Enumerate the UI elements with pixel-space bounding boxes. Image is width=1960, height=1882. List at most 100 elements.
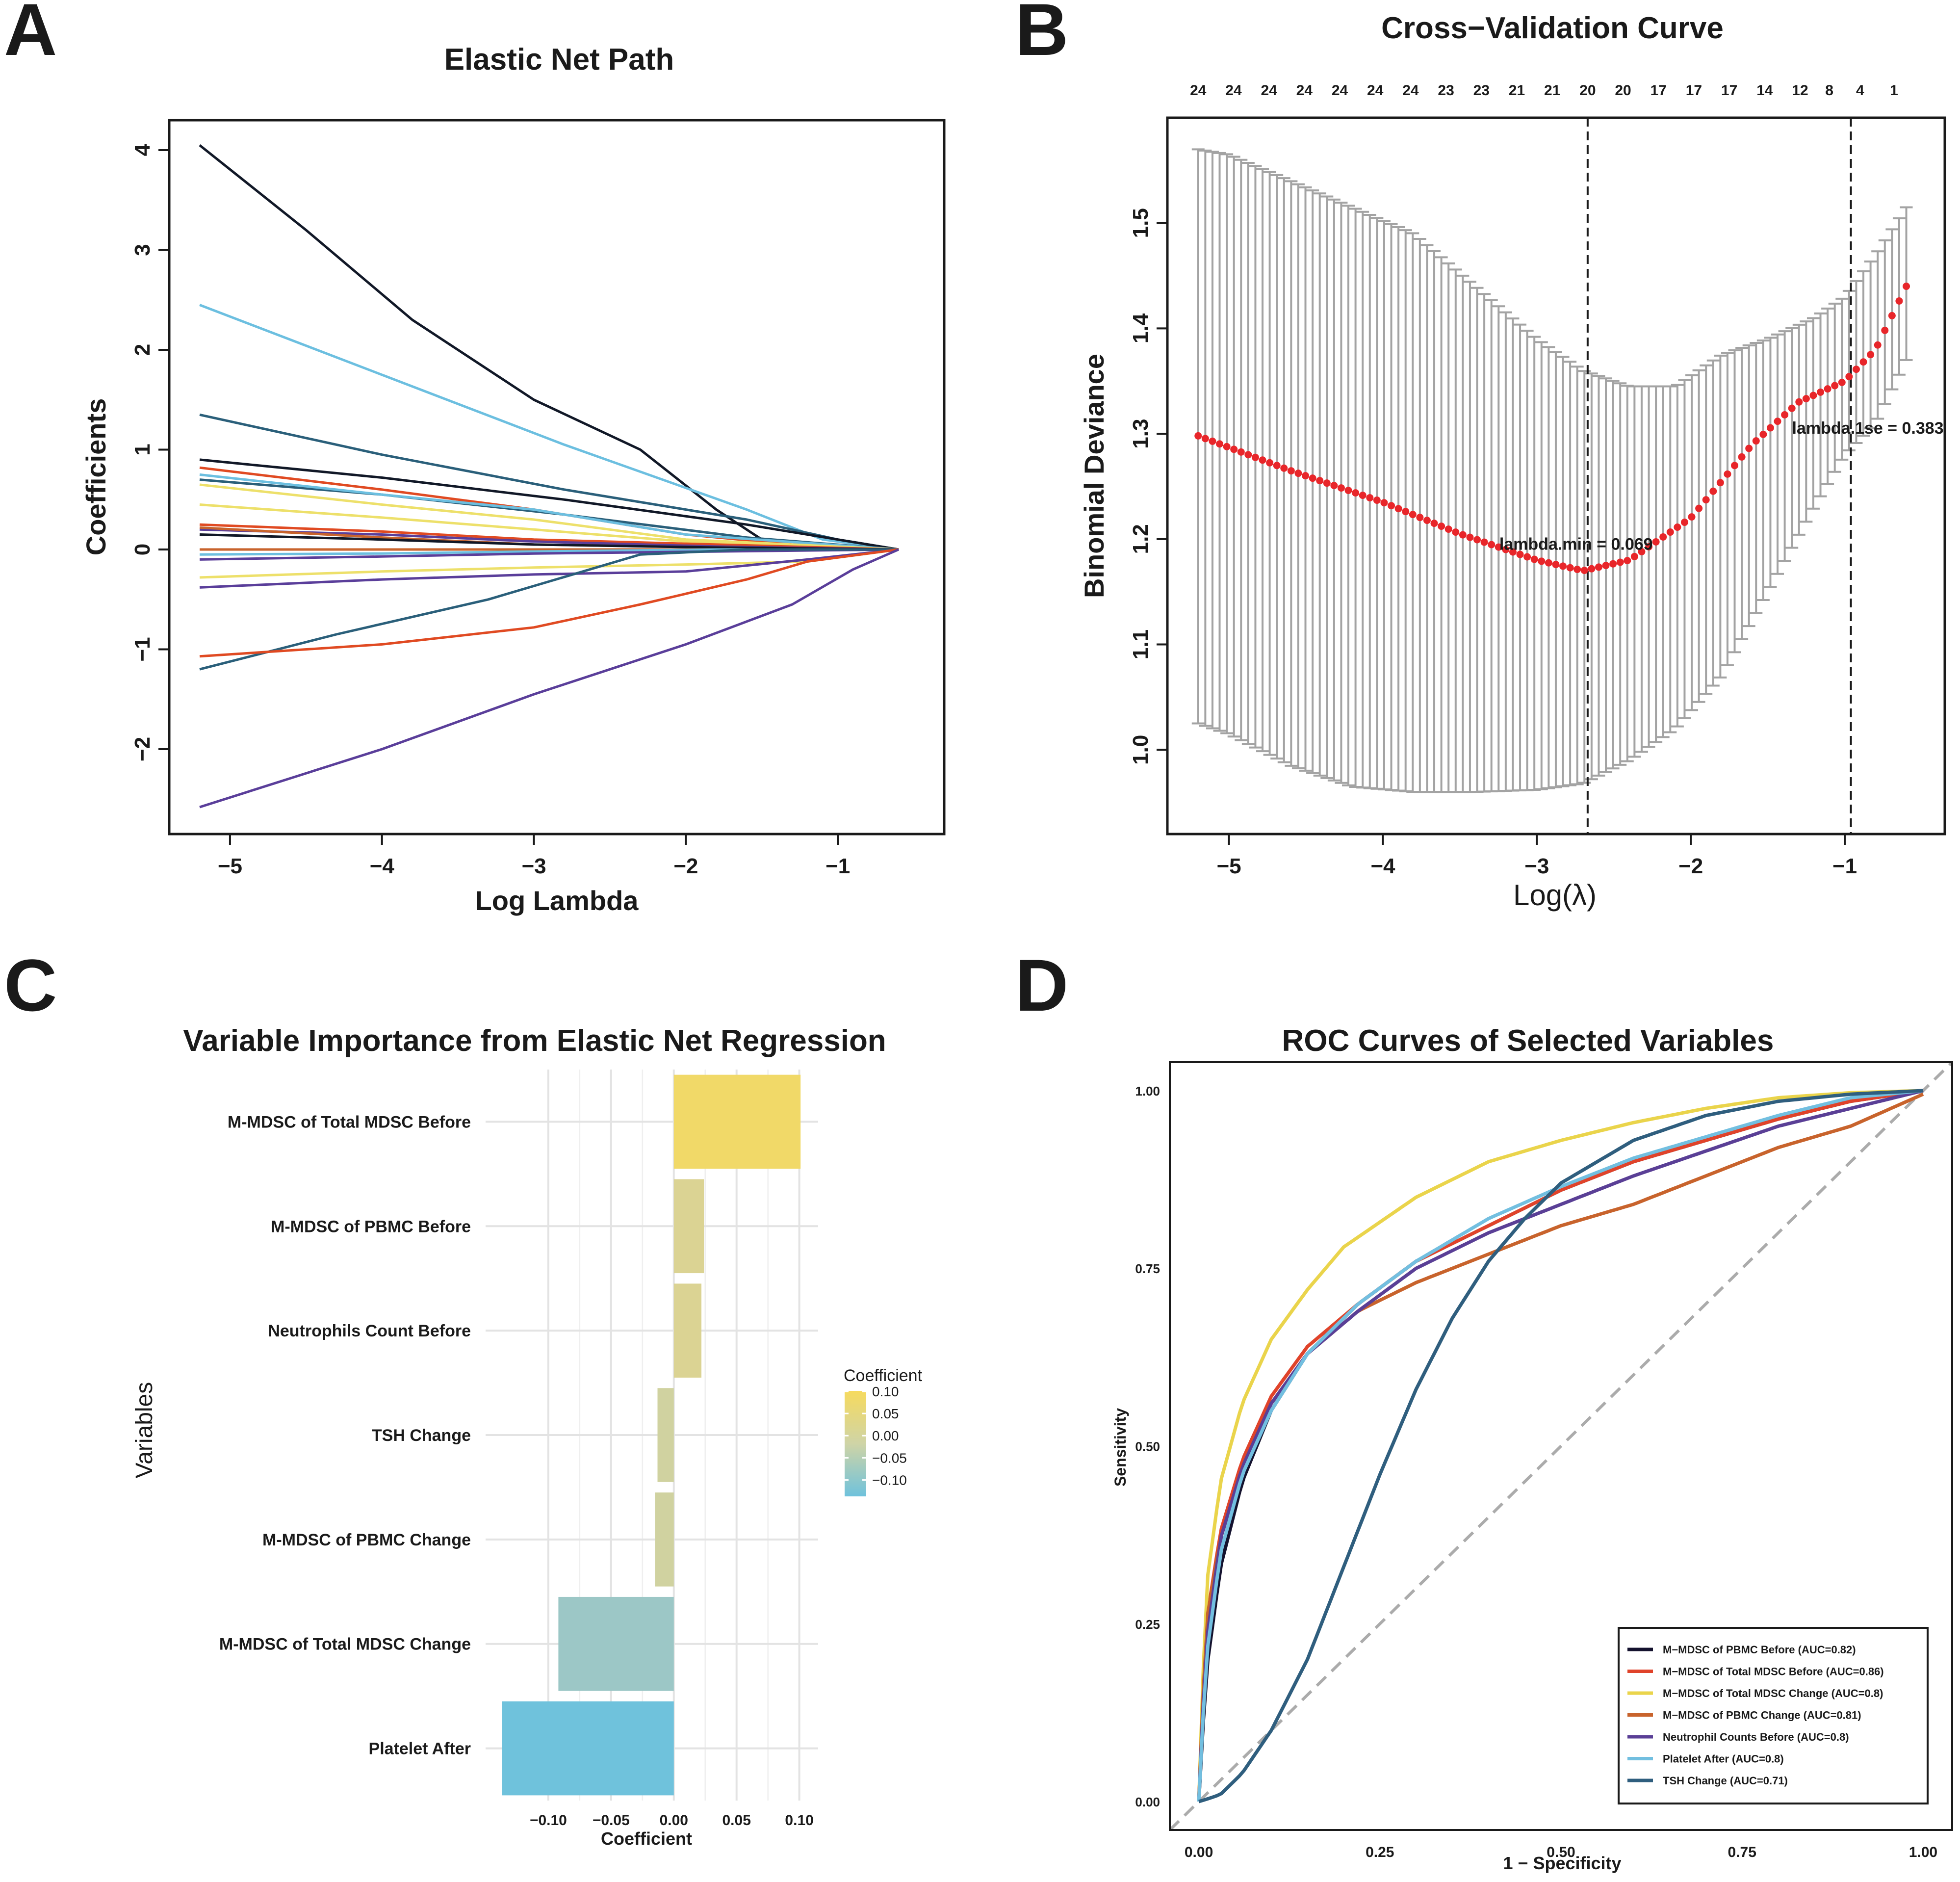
mean-point — [1709, 487, 1717, 495]
bars-c — [502, 1074, 801, 1796]
mean-point — [1473, 536, 1481, 544]
mean-point — [1452, 528, 1460, 536]
mean-point — [1373, 497, 1381, 504]
y-tick-label: 0.75 — [1135, 1261, 1160, 1276]
mean-point — [1752, 437, 1760, 445]
mean-point — [1530, 555, 1538, 563]
mean-point — [1888, 312, 1896, 319]
coefficient-path — [199, 548, 899, 658]
x-axis-b: −5 −4 −3 −2 −1 — [1216, 834, 1857, 878]
mean-point — [1609, 560, 1617, 568]
mean-point — [1194, 432, 1202, 440]
mean-point — [1630, 552, 1638, 560]
mean-point — [1416, 514, 1424, 522]
y-tick-label: 1.00 — [1135, 1084, 1160, 1098]
mean-point — [1716, 479, 1724, 487]
mean-point — [1838, 378, 1846, 386]
x-tick-label: −4 — [370, 854, 395, 878]
legend-title-c: Coefficient — [844, 1366, 923, 1385]
mean-point — [1409, 511, 1417, 519]
y-tick-label: 4 — [130, 144, 155, 156]
mean-point — [1259, 456, 1266, 464]
roc-plot — [1168, 1061, 1954, 1831]
mean-point — [1759, 430, 1767, 438]
coefficient-path — [199, 473, 899, 551]
mean-point — [1795, 398, 1803, 406]
mean-point — [1802, 395, 1810, 403]
panel-a: A Elastic Net Path −5 −4 −3 −2 −1 −2−101234 … — [4, 0, 946, 916]
mean-point — [1352, 489, 1360, 497]
mean-point — [1638, 548, 1646, 555]
mean-point — [1881, 326, 1889, 334]
mean-point — [1280, 464, 1288, 472]
legend-box-d — [1618, 1627, 1929, 1804]
mean-point — [1459, 531, 1467, 539]
mean-point — [1874, 341, 1882, 349]
mean-point — [1287, 467, 1295, 475]
mean-point — [1488, 541, 1496, 549]
mean-point — [1731, 462, 1739, 470]
mean-point — [1480, 538, 1488, 546]
mean-point — [1852, 366, 1860, 373]
mean-point — [1394, 505, 1402, 513]
legend-label: TSH Change (AUC=0.71) — [1663, 1775, 1788, 1787]
chart-title-a: Elastic Net Path — [444, 43, 674, 77]
x-tick-label: −3 — [1524, 854, 1549, 878]
category-label: M-MDSC of PBMC Before — [271, 1217, 471, 1236]
category-labels-c: M-MDSC of Total MDSC Before M-MDSC of PBM… — [219, 1113, 471, 1758]
y-axis-b: 1.0 1.1 1.2 1.3 1.4 1.5 — [1129, 208, 1167, 765]
coefficient-paths — [199, 144, 900, 809]
mean-point — [1602, 562, 1610, 570]
top-axis-count: 24 — [1296, 82, 1313, 99]
y-tick-label: 1.5 — [1129, 208, 1153, 238]
y-tick-label: 0.25 — [1135, 1617, 1160, 1632]
panel-letter-b: B — [1015, 0, 1068, 71]
coefficient-path — [199, 548, 899, 589]
mean-point — [1237, 448, 1245, 456]
top-axis-count: 24 — [1332, 82, 1348, 99]
mean-point — [1566, 564, 1574, 572]
top-axis-count: 24 — [1190, 82, 1207, 99]
x-tick-label: −0.10 — [530, 1812, 567, 1829]
mean-point — [1366, 494, 1374, 502]
panel-letter-a: A — [4, 0, 57, 71]
legend-tick-label: −0.05 — [872, 1450, 907, 1465]
x-tick-label: 1.00 — [1909, 1844, 1937, 1860]
top-axis-count: 4 — [1856, 82, 1864, 99]
mean-point — [1652, 538, 1660, 546]
x-tick-label: −2 — [673, 854, 698, 878]
top-axis-count: 14 — [1756, 82, 1773, 99]
y-tick-label: 1.3 — [1129, 419, 1153, 449]
x-axis-label-b: Log(λ) — [1513, 879, 1597, 912]
top-axis-count: 17 — [1721, 82, 1737, 99]
top-axis-count: 12 — [1792, 82, 1808, 99]
mean-point — [1330, 482, 1338, 490]
mean-point — [1466, 533, 1474, 541]
category-label: M-MDSC of PBMC Change — [262, 1531, 471, 1549]
mean-point — [1344, 487, 1352, 495]
chart-title-b: Cross−Validation Curve — [1381, 11, 1724, 45]
y-tick-label: 1.1 — [1129, 629, 1153, 659]
top-axis-count: 24 — [1367, 82, 1384, 99]
x-tick-label: −5 — [218, 854, 242, 878]
y-tick-label: 1.4 — [1129, 313, 1153, 343]
mean-point — [1538, 557, 1546, 565]
mean-point — [1817, 388, 1825, 396]
x-tick-label: 0.25 — [1366, 1844, 1394, 1860]
coefficient-path — [199, 503, 899, 551]
mean-point — [1359, 492, 1367, 499]
mean-point — [1430, 520, 1438, 527]
coefficient-path — [199, 548, 899, 561]
panel-c: C Variable Importance from Elastic Net R… — [4, 944, 923, 1849]
mean-point — [1895, 297, 1903, 305]
x-axis-label-d: 1 − Specificity — [1503, 1853, 1621, 1873]
mean-point — [1302, 472, 1310, 480]
legend-label: Platelet After (AUC=0.8) — [1663, 1753, 1784, 1765]
color-legend-c: Coefficient 0.10 0.05 0.00 −0.05 −0.10 — [844, 1366, 923, 1496]
mean-point — [1774, 418, 1781, 425]
coefficient-path — [199, 548, 900, 809]
x-tick-label: 0.00 — [1185, 1844, 1213, 1860]
mean-point — [1903, 283, 1910, 290]
mean-point — [1230, 445, 1238, 453]
mean-point — [1380, 499, 1388, 507]
